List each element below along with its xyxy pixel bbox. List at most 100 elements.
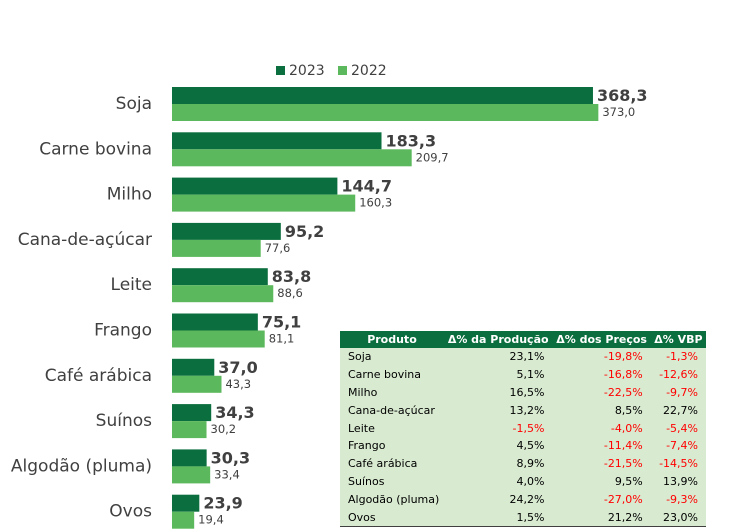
cell-producao: 1,5% [443,508,553,527]
cell-precos: -4,0% [610,421,643,435]
bar-2022 [172,285,274,303]
data-label-2023: 144,7 [341,177,392,196]
cell-produto: Café arábica [348,457,418,471]
table-row: Milho 16,5% -22,5% -9,7% [340,384,706,402]
bar-2022 [172,421,207,439]
data-label-2023: 83,8 [272,267,311,286]
bar-2022 [172,149,412,167]
bar-2023 [172,449,207,467]
cell-vbp: -1,3% [666,350,698,364]
bar-2023 [172,494,200,512]
bar-2022 [172,330,265,348]
cell-produto: Cana-de-açúcar [348,403,435,417]
cell-vbp: -12,6% [659,368,698,382]
cell-vbp: -14,5% [659,457,698,471]
cell-vbp: 22,7% [663,403,698,417]
cell-producao: 4,5% [516,439,545,453]
cell-producao: 8,9% [516,457,545,471]
legend-2022-swatch [338,66,347,75]
data-label-2023: 30,3 [211,448,250,467]
bar-2023 [172,132,382,150]
cell-producao: -1,5% [512,421,545,435]
cell-precos: -19,8% [603,350,643,364]
cell-producao: 24,2% [509,492,545,506]
cell-precos: -21,5% [603,457,643,471]
data-label-2022: 43,3 [225,377,251,391]
data-label-2023: 23,9 [203,494,242,513]
category-label: Frango [94,321,152,341]
legend-2023-swatch [276,66,285,75]
bar-2022 [172,466,211,484]
header-vbp: Δ% VBP [650,331,706,348]
cell-producao: 5,1% [516,368,545,382]
table-row: Soja 23,1% -19,8% -1,3% [340,348,706,366]
bar-2022 [172,239,261,257]
bar-2023 [172,404,212,422]
cell-producao: 16,5% [509,385,545,399]
table-row: Cana-de-açúcar 13,2% 8,5% 22,7% [340,401,706,419]
cell-precos: 8,5% [614,403,643,417]
data-label-2022: 88,6 [277,286,303,300]
cell-produto: Frango [348,439,386,453]
cell-vbp: -5,4% [666,421,698,435]
cell-produto: Milho [348,385,378,399]
cell-precos: 21,2% [552,508,651,527]
cell-precos: -11,4% [603,439,643,453]
table-header-row: Produto Δ% da Produção Δ% dos Preços Δ% … [340,331,706,348]
bar-2022 [172,104,599,121]
table-row: Suínos 4,0% 9,5% 13,9% [340,473,706,491]
data-label-2023: 183,3 [386,131,437,150]
data-label-2022: 30,2 [211,422,237,436]
category-label: Leite [111,275,152,295]
cell-vbp: -9,7% [666,385,698,399]
table-row: Leite -1,5% -4,0% -5,4% [340,419,706,437]
bar-2023 [172,177,338,195]
cell-produto: Ovos [340,508,444,527]
data-label-2022: 160,3 [359,196,392,210]
bar-2023 [172,268,268,286]
cell-vbp: 23,0% [650,508,706,527]
data-label-2023: 34,3 [215,403,254,422]
bar-2022 [172,375,222,393]
cell-vbp: -7,4% [666,439,698,453]
cell-vbp: 13,9% [663,474,698,488]
data-label-2023: 75,1 [262,313,301,332]
header-precos: Δ% dos Preços [552,331,651,348]
data-label-2022: 19,4 [198,513,224,527]
header-producao: Δ% da Produção [443,331,553,348]
table-row: Ovos 1,5% 21,2% 23,0% [340,508,706,527]
category-label: Carne bovina [39,139,152,159]
category-label: Café arábica [45,366,152,386]
cell-precos: -27,0% [603,492,643,506]
cell-producao: 4,0% [516,474,545,488]
data-label-2022: 81,1 [269,332,295,346]
table-row: Carne bovina 5,1% -16,8% -12,6% [340,366,706,384]
table-row: Café arábica 8,9% -21,5% -14,5% [340,455,706,473]
header-produto: Produto [340,331,444,348]
cell-vbp: -9,3% [666,492,698,506]
bar-2023 [172,87,593,104]
category-label: Milho [107,185,152,205]
cell-produto: Carne bovina [348,368,421,382]
legend-2023-label: 2023 [289,63,325,79]
cell-produto: Leite [348,421,375,435]
category-label: Soja [116,94,152,114]
table-row: Frango 4,5% -11,4% -7,4% [340,437,706,455]
bar-2023 [172,313,258,331]
cell-precos: -16,8% [603,368,643,382]
data-label-2023: 95,2 [285,222,324,241]
cell-precos: -22,5% [603,385,643,399]
bar-2022 [172,194,356,212]
cell-precos: 9,5% [614,474,643,488]
bar-2023 [172,222,281,240]
cell-producao: 23,1% [509,350,545,364]
cell-produto: Suínos [348,474,385,488]
category-label: Ovos [109,502,152,522]
bar-2023 [172,358,215,376]
cell-producao: 13,2% [509,403,545,417]
category-label: Algodão (pluma) [11,456,152,476]
summary-table: Produto Δ% da Produção Δ% dos Preços Δ% … [340,331,706,527]
legend-2022-label: 2022 [351,63,387,79]
cell-produto: Algodão (pluma) [348,492,440,506]
